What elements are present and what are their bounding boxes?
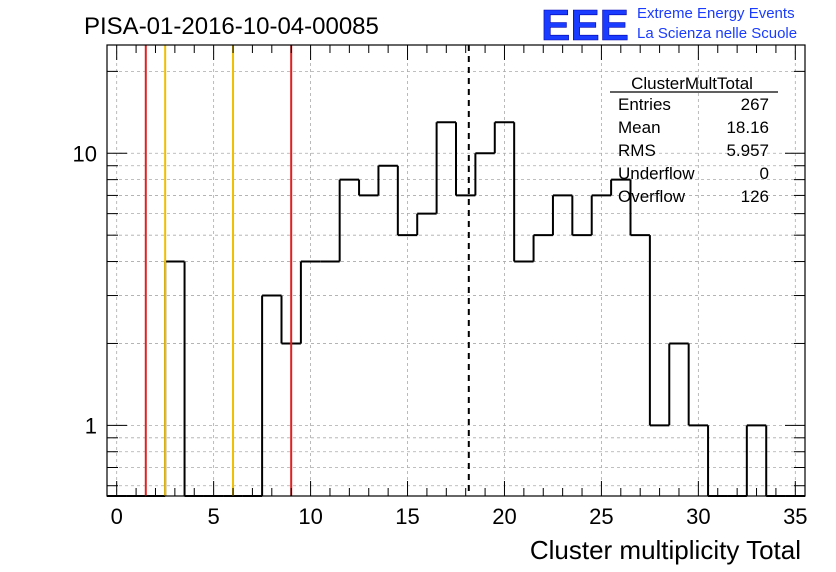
x-tick-label: 30: [686, 504, 710, 529]
marker-lines: [144, 45, 470, 496]
eee-logo: EEE Extreme Energy Events La Scienza nel…: [541, 1, 797, 51]
axis-ticks: 0 5 10 15 20 25 30 35 1 10: [73, 45, 808, 529]
stats-label: Overflow: [618, 187, 686, 206]
stats-value: 267: [741, 95, 769, 114]
logo-line-2: La Scienza nelle Scuole: [637, 25, 797, 42]
x-tick-label: 10: [298, 504, 322, 529]
logo-line-1: Extreme Energy Events: [637, 5, 795, 22]
chart-title: PISA-01-2016-10-04-00085: [84, 13, 379, 40]
stats-label: Underflow: [618, 164, 695, 183]
y-tick-label: 10: [73, 141, 97, 166]
x-tick-label: 5: [208, 504, 220, 529]
stats-label: Entries: [618, 95, 671, 114]
x-axis-label: Cluster multiplicity Total: [530, 535, 801, 565]
stats-box: ClusterMultTotal Entries 267 Mean 18.16 RMS 5…: [610, 74, 778, 206]
stats-box-title: ClusterMultTotal: [631, 74, 753, 93]
x-tick-label: 25: [589, 504, 613, 529]
stats-label: Mean: [618, 118, 661, 137]
x-tick-label: 15: [395, 504, 419, 529]
x-tick-label: 20: [492, 504, 516, 529]
stats-value: 18.16: [726, 118, 769, 137]
logo-letters: EEE: [541, 1, 629, 50]
stats-label: RMS: [618, 141, 656, 160]
stats-value: 126: [741, 187, 769, 206]
plot-frame: [106, 44, 806, 497]
x-tick-label: 0: [111, 504, 123, 529]
y-tick-label: 1: [85, 413, 97, 438]
stats-value: 5.957: [726, 141, 769, 160]
x-tick-label: 35: [783, 504, 807, 529]
stats-value: 0: [760, 164, 769, 183]
